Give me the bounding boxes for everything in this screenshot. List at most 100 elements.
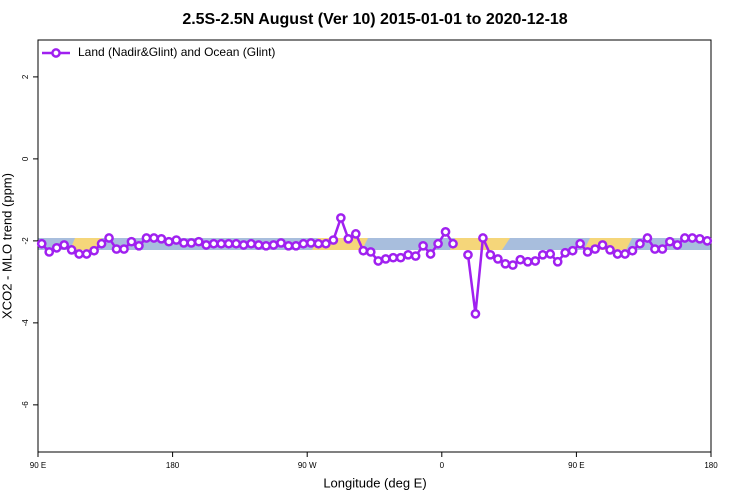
data-point [627, 245, 638, 256]
x-tick-label: 90 E [568, 461, 584, 470]
data-point [687, 233, 698, 243]
data-point [463, 249, 473, 260]
chart-title: 2.5S-2.5N August (Ver 10) 2015-01-01 to … [182, 11, 567, 28]
data-point [350, 229, 361, 239]
data-point [328, 235, 339, 245]
data-point [358, 245, 369, 256]
x-tick-label: 0 [440, 461, 445, 470]
x-axis-label: Longitude (deg E) [323, 475, 426, 490]
data-point [537, 249, 548, 260]
data-point [605, 245, 615, 255]
data-point [74, 249, 84, 259]
data-point [164, 236, 174, 247]
data-point [201, 240, 212, 250]
data-point [149, 233, 159, 243]
data-point [336, 213, 346, 223]
y-axis-label: XCO2 - MLO trend (ppm) [0, 173, 14, 319]
data-point [582, 247, 593, 257]
data-point [567, 245, 578, 256]
data-point [440, 227, 451, 237]
legend-marker [51, 48, 61, 58]
data-point [694, 233, 705, 244]
data-point [261, 240, 271, 251]
data-point [89, 245, 99, 256]
data-point [552, 256, 563, 267]
data-point [612, 249, 623, 259]
data-point [530, 256, 541, 266]
x-tick-label: 90 W [298, 461, 317, 470]
data-point [111, 244, 122, 254]
data-point [156, 233, 167, 244]
data-point [575, 238, 585, 249]
legend-label: Land (Nadir&Glint) and Ocean (Glint) [78, 45, 275, 59]
data-point [36, 238, 47, 249]
data-point [208, 238, 219, 249]
data-point [104, 233, 114, 243]
data-point [141, 233, 152, 243]
data-point [410, 251, 421, 261]
data-point [171, 235, 182, 245]
data-point [522, 256, 533, 267]
y-tick-label: 2 [21, 74, 30, 79]
data-point [96, 238, 107, 249]
data-point [545, 249, 556, 259]
data-point [702, 236, 713, 246]
data-point [493, 254, 503, 264]
data-point [44, 247, 55, 257]
data-point [66, 245, 77, 255]
data-point [395, 252, 406, 263]
x-tick-label: 90 E [30, 461, 46, 470]
data-point [365, 247, 376, 257]
x-tick-label: 180 [166, 461, 180, 470]
data-point [478, 233, 488, 243]
series-line [40, 214, 708, 315]
data-point [642, 233, 653, 243]
y-tick-label: -4 [21, 319, 30, 327]
data-point [672, 240, 683, 250]
data-point [343, 233, 354, 244]
data-point [635, 238, 645, 249]
data-point [590, 244, 600, 254]
data-point [119, 244, 129, 254]
data-point [51, 242, 62, 253]
data-point [470, 308, 481, 319]
data-point [268, 240, 279, 250]
data-point [597, 240, 608, 250]
data-point [291, 240, 301, 251]
data-point [665, 236, 675, 247]
data-point [238, 240, 249, 250]
data-point [448, 238, 458, 249]
data-point [134, 240, 144, 251]
data-point [306, 238, 316, 248]
y-tick-label: 0 [21, 156, 30, 161]
data-point [373, 256, 384, 266]
data-point [321, 238, 331, 249]
data-point [560, 247, 571, 258]
x-tick-label: 180 [704, 461, 718, 470]
data-point [380, 254, 391, 264]
data-point [283, 240, 294, 251]
data-point [59, 240, 70, 250]
data-point [216, 238, 227, 249]
data-point [126, 236, 137, 247]
data-point [193, 236, 204, 247]
data-point [620, 249, 630, 259]
data-point [388, 252, 399, 263]
data-point [403, 249, 413, 260]
data-point [650, 244, 660, 254]
data-point [223, 238, 234, 249]
data-point [253, 240, 264, 250]
data-point [313, 238, 324, 249]
data-point [507, 260, 518, 270]
y-tick-label: -6 [21, 401, 30, 409]
data-point [276, 238, 286, 248]
data-point [425, 249, 436, 259]
data-point [178, 238, 189, 248]
data-point [657, 244, 668, 254]
data-point [433, 238, 443, 249]
data-point [485, 249, 496, 260]
data-point [679, 233, 690, 243]
y-tick-label: -2 [21, 237, 30, 245]
data-point [246, 238, 256, 249]
